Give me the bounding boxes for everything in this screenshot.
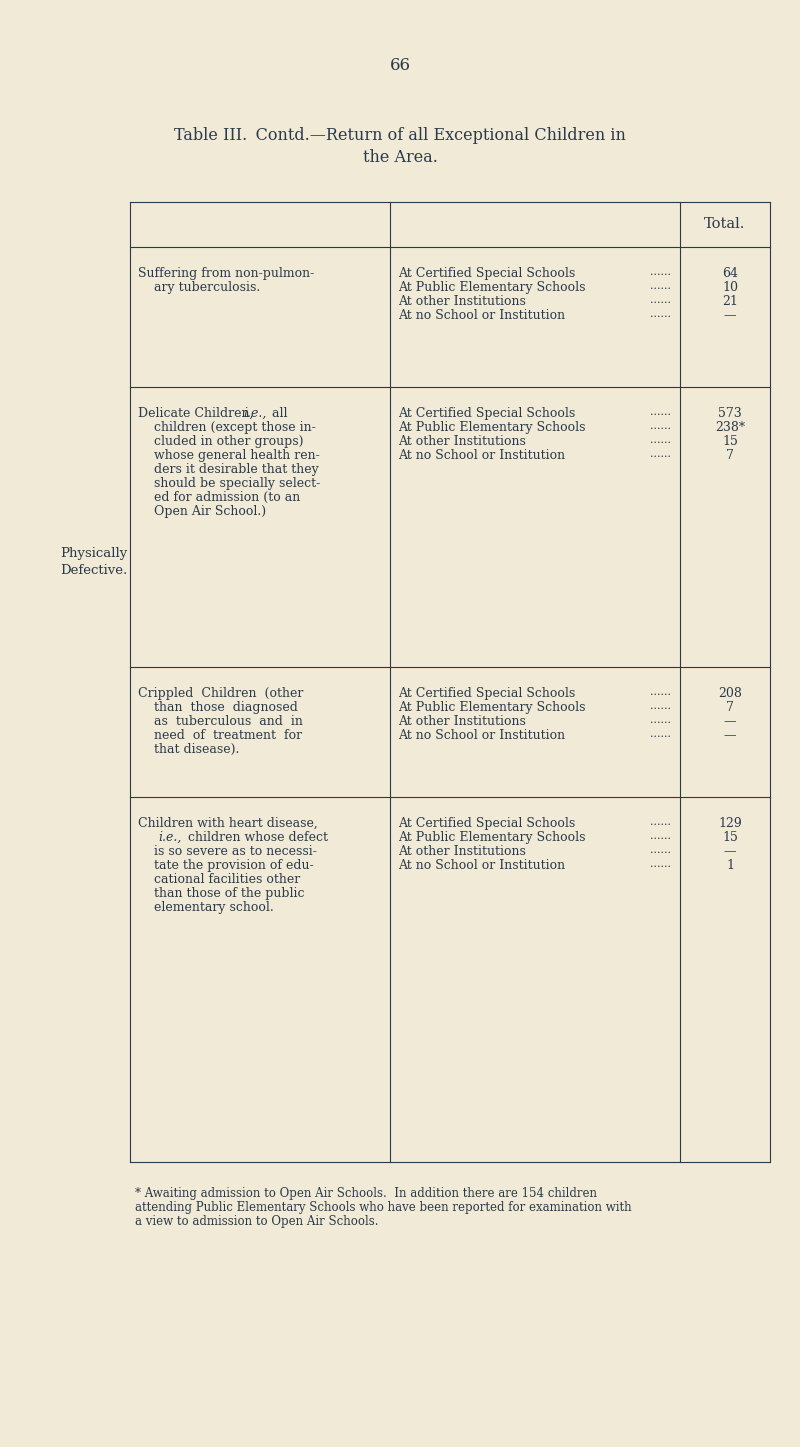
Text: At Certified Special Schools: At Certified Special Schools [398,268,575,281]
Text: children whose defect: children whose defect [184,831,328,844]
Text: —: — [724,310,736,323]
Text: all: all [268,407,287,420]
Text: the Area.: the Area. [362,149,438,166]
Text: i.e.,: i.e., [243,407,266,420]
Text: 1: 1 [726,860,734,873]
Text: 238*: 238* [715,421,745,434]
Text: 573: 573 [718,407,742,420]
Text: 7: 7 [726,449,734,462]
Text: —: — [724,845,736,858]
Text: Crippled  Children  (other: Crippled Children (other [138,687,303,700]
Text: whose general health ren-: whose general health ren- [138,449,320,462]
Text: 66: 66 [390,56,410,74]
Text: —: — [724,715,736,728]
Text: At no School or Institution: At no School or Institution [398,449,565,462]
Text: ......: ...... [650,831,671,841]
Text: is so severe as to necessi-: is so severe as to necessi- [138,845,317,858]
Text: ......: ...... [650,281,671,291]
Text: Total.: Total. [704,217,746,232]
Text: —: — [724,729,736,742]
Text: elementary school.: elementary school. [138,901,274,915]
Text: ......: ...... [650,700,671,710]
Text: ......: ...... [650,845,671,855]
Text: At other Institutions: At other Institutions [398,845,526,858]
Text: ......: ...... [650,421,671,431]
Text: Open Air School.): Open Air School.) [138,505,266,518]
Text: a view to admission to Open Air Schools.: a view to admission to Open Air Schools. [135,1215,378,1229]
Text: Children with heart disease,: Children with heart disease, [138,818,318,831]
Text: Suffering from non-pulmon-: Suffering from non-pulmon- [138,268,314,281]
Text: 21: 21 [722,295,738,308]
Text: ary tuberculosis.: ary tuberculosis. [138,281,260,294]
Text: ......: ...... [650,860,671,870]
Text: ed for admission (to an: ed for admission (to an [138,491,300,504]
Text: At Public Elementary Schools: At Public Elementary Schools [398,281,586,294]
Text: need  of  treatment  for: need of treatment for [138,729,302,742]
Text: Table III.  Contd.—Return of all Exceptional Children in: Table III. Contd.—Return of all Exceptio… [174,127,626,145]
Text: At other Institutions: At other Institutions [398,715,526,728]
Text: At Public Elementary Schools: At Public Elementary Schools [398,831,586,844]
Text: Physically
Defective.: Physically Defective. [60,547,127,577]
Text: cational facilities other: cational facilities other [138,873,300,886]
Text: ......: ...... [650,729,671,739]
Text: At Certified Special Schools: At Certified Special Schools [398,407,575,420]
Text: ......: ...... [650,818,671,828]
Text: ......: ...... [650,687,671,697]
Text: than  those  diagnosed: than those diagnosed [138,700,298,713]
Text: children (except those in-: children (except those in- [138,421,316,434]
Text: 15: 15 [722,436,738,449]
Text: At Certified Special Schools: At Certified Special Schools [398,818,575,831]
Text: than those of the public: than those of the public [138,887,305,900]
Text: ders it desirable that they: ders it desirable that they [138,463,318,476]
Text: tate the provision of edu-: tate the provision of edu- [138,860,314,873]
Text: i.e.,: i.e., [158,831,182,844]
Text: attending Public Elementary Schools who have been reported for examination with: attending Public Elementary Schools who … [135,1201,632,1214]
Text: ......: ...... [650,715,671,725]
Text: 10: 10 [722,281,738,294]
Text: ......: ...... [650,449,671,459]
Text: Delicate Children,: Delicate Children, [138,407,258,420]
Text: 64: 64 [722,268,738,281]
Text: ......: ...... [650,268,671,276]
Text: At Public Elementary Schools: At Public Elementary Schools [398,700,586,713]
Text: ......: ...... [650,295,671,305]
Text: At no School or Institution: At no School or Institution [398,729,565,742]
Text: At Public Elementary Schools: At Public Elementary Schools [398,421,586,434]
Text: At no School or Institution: At no School or Institution [398,310,565,323]
Text: * Awaiting admission to Open Air Schools.  In addition there are 154 children: * Awaiting admission to Open Air Schools… [135,1187,597,1200]
Text: 208: 208 [718,687,742,700]
Text: At other Institutions: At other Institutions [398,295,526,308]
Text: At Certified Special Schools: At Certified Special Schools [398,687,575,700]
Text: should be specially select-: should be specially select- [138,478,320,491]
Text: 129: 129 [718,818,742,831]
Text: 7: 7 [726,700,734,713]
Text: ......: ...... [650,436,671,446]
Text: that disease).: that disease). [138,742,239,755]
Text: ......: ...... [650,407,671,417]
Text: At no School or Institution: At no School or Institution [398,860,565,873]
Text: 15: 15 [722,831,738,844]
Text: cluded in other groups): cluded in other groups) [138,436,303,449]
Text: as  tuberculous  and  in: as tuberculous and in [138,715,303,728]
Text: At other Institutions: At other Institutions [398,436,526,449]
Text: ......: ...... [650,310,671,318]
